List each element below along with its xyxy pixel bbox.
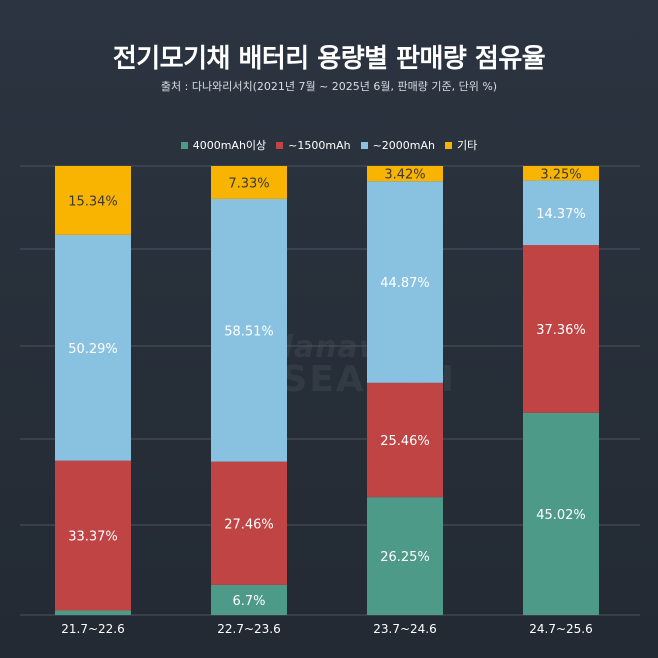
- bar-other-2: [211, 166, 287, 199]
- data-label-4000-3: 26.25%: [380, 550, 430, 565]
- bar-4000-1: [55, 610, 131, 615]
- bar-other-3: [367, 166, 443, 182]
- legend-swatch-other: [445, 141, 453, 149]
- data-label-other-3: 3.42%: [384, 168, 425, 183]
- data-label-other-2: 7.33%: [228, 176, 269, 191]
- data-label-1500-1: 33.37%: [68, 530, 118, 545]
- bar-other-1: [55, 166, 131, 235]
- x-tick-label-4: 24.7~25.6: [529, 622, 593, 636]
- bar-1500-2: [211, 461, 287, 585]
- x-tick-label-3: 23.7~24.6: [373, 622, 437, 636]
- data-label-2000-1: 50.29%: [68, 342, 118, 357]
- data-label-4000-2: 6.7%: [232, 594, 265, 609]
- x-tick-label-1: 21.7~22.6: [61, 622, 125, 636]
- data-label-2000-3: 44.87%: [380, 276, 430, 291]
- legend-swatch-2000: [360, 141, 368, 149]
- data-label-2000-4: 14.37%: [536, 207, 586, 222]
- data-label-1500-2: 27.46%: [224, 517, 274, 532]
- chart-subtitle: 출처 : 다나와리서치(2021년 7월 ~ 2025년 6월, 판매량 기준,…: [160, 80, 498, 93]
- bar-2000-2: [211, 198, 287, 462]
- legend-label-1500: ~1500mAh: [288, 138, 351, 152]
- bar-4000-3: [367, 497, 443, 615]
- legend-swatch-1500: [276, 141, 284, 149]
- bar-1500-1: [55, 460, 131, 611]
- data-label-4000-4: 45.02%: [536, 508, 586, 523]
- x-tick-label-2: 22.7~23.6: [217, 622, 281, 636]
- data-label-1500-4: 37.36%: [536, 323, 586, 338]
- legend-label-2000: ~2000mAh: [372, 138, 436, 152]
- data-label-1500-3: 25.46%: [380, 434, 430, 449]
- bar-2000-4: [523, 180, 599, 246]
- legend-item-2000: ~2000mAh: [360, 137, 436, 153]
- data-label-other-1: 15.34%: [68, 194, 118, 209]
- bar-2000-3: [367, 181, 443, 383]
- bar-2000-1: [55, 234, 131, 461]
- bar-4000-2: [211, 584, 287, 615]
- chart-title: 전기모기채 배터리 용량별 판매량 점유율: [112, 44, 546, 74]
- legend-item-other: 기타: [445, 137, 477, 153]
- legend-swatch-4000: [180, 141, 188, 149]
- legend-label-other: 기타: [457, 139, 478, 152]
- legend-item-1500: ~1500mAh: [276, 137, 351, 153]
- legend-label-4000: 4000mAh이상: [192, 139, 267, 152]
- bar-4000-4: [523, 412, 599, 615]
- bar-1500-4: [523, 245, 599, 413]
- bar-1500-3: [367, 382, 443, 498]
- legend-item-4000: 4000mAh이상: [180, 137, 267, 153]
- legend: 4000mAh이상 ~1500mAh ~2000mAh 기타: [0, 137, 658, 153]
- bar-other-4: [523, 166, 599, 181]
- data-label-2000-2: 58.51%: [224, 324, 274, 339]
- data-label-other-4: 3.25%: [540, 167, 581, 182]
